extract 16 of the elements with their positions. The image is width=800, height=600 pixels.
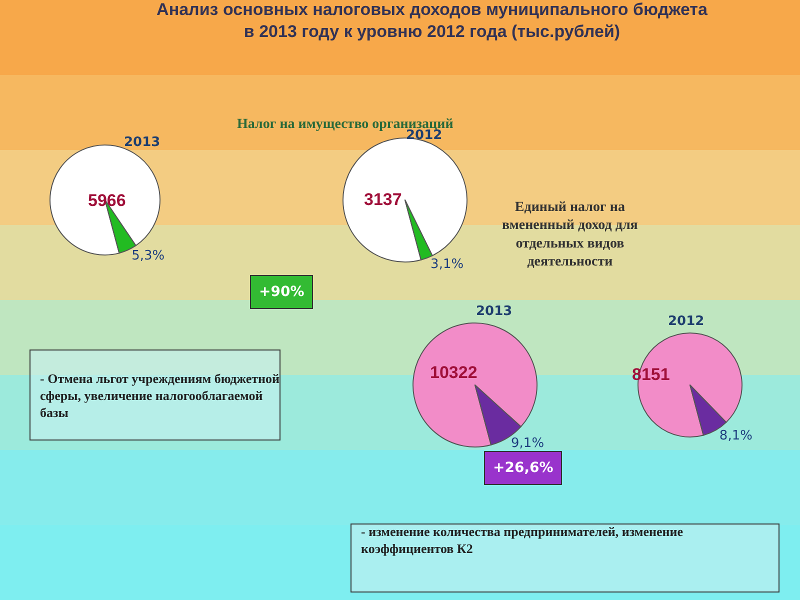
data-label: 8,1% xyxy=(719,428,752,444)
chart-title: 2013 xyxy=(476,304,512,319)
data-label: 9,1% xyxy=(511,436,544,451)
text: 3137 xyxy=(364,190,402,209)
data-label: 3,1% xyxy=(430,257,464,272)
chart-title: 2012 xyxy=(668,314,704,329)
data-label: 5,3% xyxy=(132,248,165,264)
chart-title: 2013 xyxy=(124,135,160,150)
text: Анализ основных налоговых доходов муниципального бюджета в 2013 году к уровню 2012 года (тыс.рублей) xyxy=(156,0,708,42)
text: - изменение количества предпринимателей, изменение коэффициентов К2 xyxy=(361,524,684,556)
text: 5966 xyxy=(88,191,126,210)
text: - Отмена льгот учреждениям бюджетной сферы, увеличение налогооблагаемой базы xyxy=(40,371,280,420)
text: 10322 xyxy=(430,363,478,382)
text: +26,6% xyxy=(493,460,554,476)
text: Единый налог на вмененный доход для отдельных видов деятельности xyxy=(502,200,638,270)
text: +90% xyxy=(259,284,304,300)
